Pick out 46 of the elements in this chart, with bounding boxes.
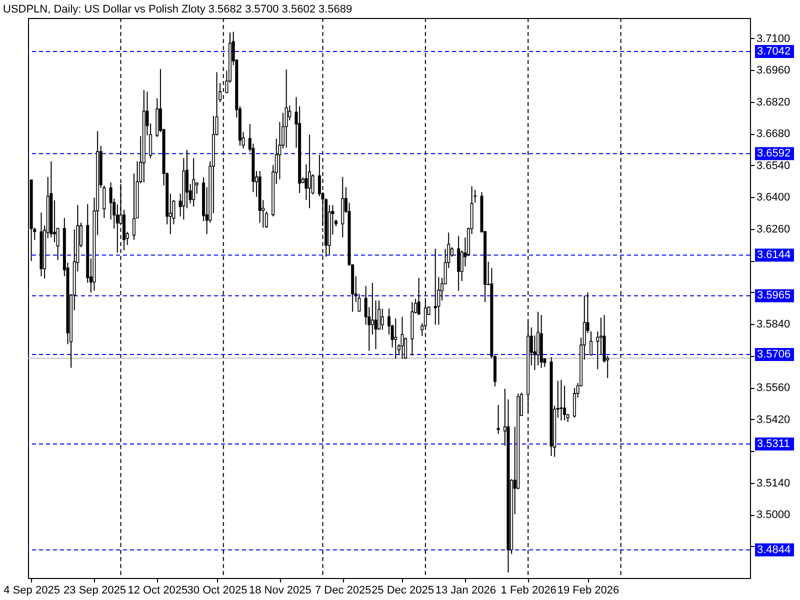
- ref-line-label: 3.5965: [757, 290, 791, 302]
- x-tick-label: 12 Oct 2025: [128, 584, 188, 596]
- ref-line-label: 3.5706: [757, 348, 791, 360]
- candlestick: [370, 282, 374, 335]
- x-tick-label: 25 Dec 2025: [372, 584, 434, 596]
- x-tick-label: 4 Sep 2025: [4, 584, 60, 596]
- x-tick-label: 7 Dec 2025: [315, 584, 372, 596]
- y-tick-label: 3.6680: [756, 128, 790, 140]
- y-tick-label: 3.6820: [756, 96, 790, 108]
- y-tick-label: 3.7100: [756, 32, 790, 45]
- x-tick-label: 30 Oct 2025: [187, 584, 248, 596]
- x-tick-label: 18 Nov 2025: [249, 584, 312, 596]
- candlestick: [434, 248, 437, 326]
- y-tick-label: 3.5000: [756, 509, 790, 522]
- candlestick: [590, 330, 593, 356]
- y-tick-label: 3.6400: [756, 192, 790, 204]
- y-tick-label: 3.5840: [756, 318, 790, 331]
- candlestick: [560, 379, 563, 421]
- candlestick: [308, 134, 312, 209]
- y-tick-label: 3.5420: [756, 414, 790, 426]
- candlestick: [284, 68, 288, 148]
- candlestick: [400, 316, 404, 360]
- x-tick-label: 23 Sep 2025: [64, 584, 126, 596]
- candlestick: [380, 308, 384, 330]
- x-tick-label: 19 Feb 2026: [557, 584, 620, 596]
- ref-line-label: 3.7042: [757, 46, 791, 58]
- y-tick-label: 3.6540: [756, 160, 790, 172]
- y-tick-label: 3.6960: [756, 64, 790, 77]
- candlestick: [457, 235, 460, 292]
- ref-line-label: 3.4844: [757, 544, 791, 556]
- candlestick: [192, 158, 196, 208]
- y-tick-label: 3.5140: [756, 477, 790, 490]
- candlestick: [132, 173, 136, 240]
- x-tick-label: 13 Jan 2026: [435, 584, 496, 596]
- ref-line-label: 3.6592: [757, 148, 791, 160]
- candlestick: [304, 164, 308, 201]
- candlestick: [417, 277, 420, 316]
- candlestick: [496, 404, 500, 434]
- y-tick-label: 3.6260: [756, 223, 790, 236]
- ref-line-label: 3.6144: [757, 249, 791, 262]
- ref-line-label: 3.5311: [757, 438, 790, 450]
- candlestick: [536, 311, 540, 366]
- chart-title: USDPLN, Daily: US Dollar vs Polish Zloty 3.5682 3.5700 3.5602 3.5689: [3, 4, 352, 16]
- x-tick-label: 1 Feb 2026: [500, 584, 556, 596]
- y-tick-label: 3.5560: [756, 382, 790, 394]
- candlestick: [394, 318, 398, 360]
